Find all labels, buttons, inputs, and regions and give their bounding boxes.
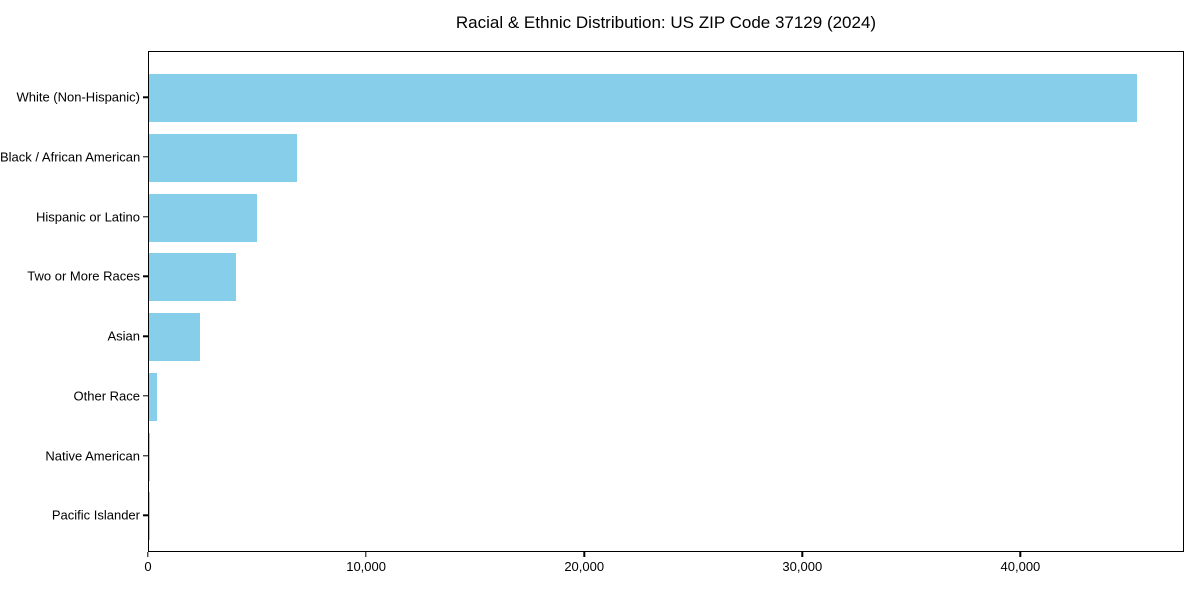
x-tick-label: 30,000 [782, 559, 823, 574]
category-label: White (Non-Hispanic) [16, 89, 140, 105]
y-tick-mark [143, 156, 148, 158]
category-label: Two or More Races [27, 268, 140, 284]
y-tick-mark [143, 395, 148, 397]
x-tick-mark [147, 552, 149, 557]
bar [149, 372, 157, 421]
bar [149, 193, 257, 242]
chart-title: Racial & Ethnic Distribution: US ZIP Cod… [455, 13, 877, 32]
y-tick-mark [143, 216, 148, 218]
category-label: Asian [107, 328, 140, 344]
category-label: Black / African American [0, 149, 141, 165]
y-tick-mark [143, 454, 148, 457]
x-tick-label: 20,000 [564, 559, 605, 574]
x-tick-mark [1019, 552, 1022, 557]
category-label: Other Race [73, 388, 140, 404]
y-tick-mark [143, 335, 148, 337]
category-label: Hispanic or Latino [35, 209, 140, 225]
plot-area [148, 51, 1184, 552]
y-tick-mark [143, 275, 148, 278]
x-tick-mark [365, 552, 367, 557]
x-tick-mark [801, 552, 804, 557]
bar [149, 432, 150, 481]
bar [149, 253, 237, 302]
x-tick-label: 10,000 [346, 559, 386, 574]
category-label: Pacific Islander [51, 507, 140, 523]
x-tick-mark [583, 552, 585, 557]
y-tick-mark [143, 514, 148, 516]
bar [149, 313, 201, 362]
category-label: Native American [45, 448, 140, 464]
bar [149, 74, 1138, 123]
x-tick-label: 40,000 [1000, 559, 1041, 574]
y-tick-mark [143, 96, 148, 98]
bar [149, 134, 298, 182]
x-tick-label: 0 [144, 559, 152, 574]
